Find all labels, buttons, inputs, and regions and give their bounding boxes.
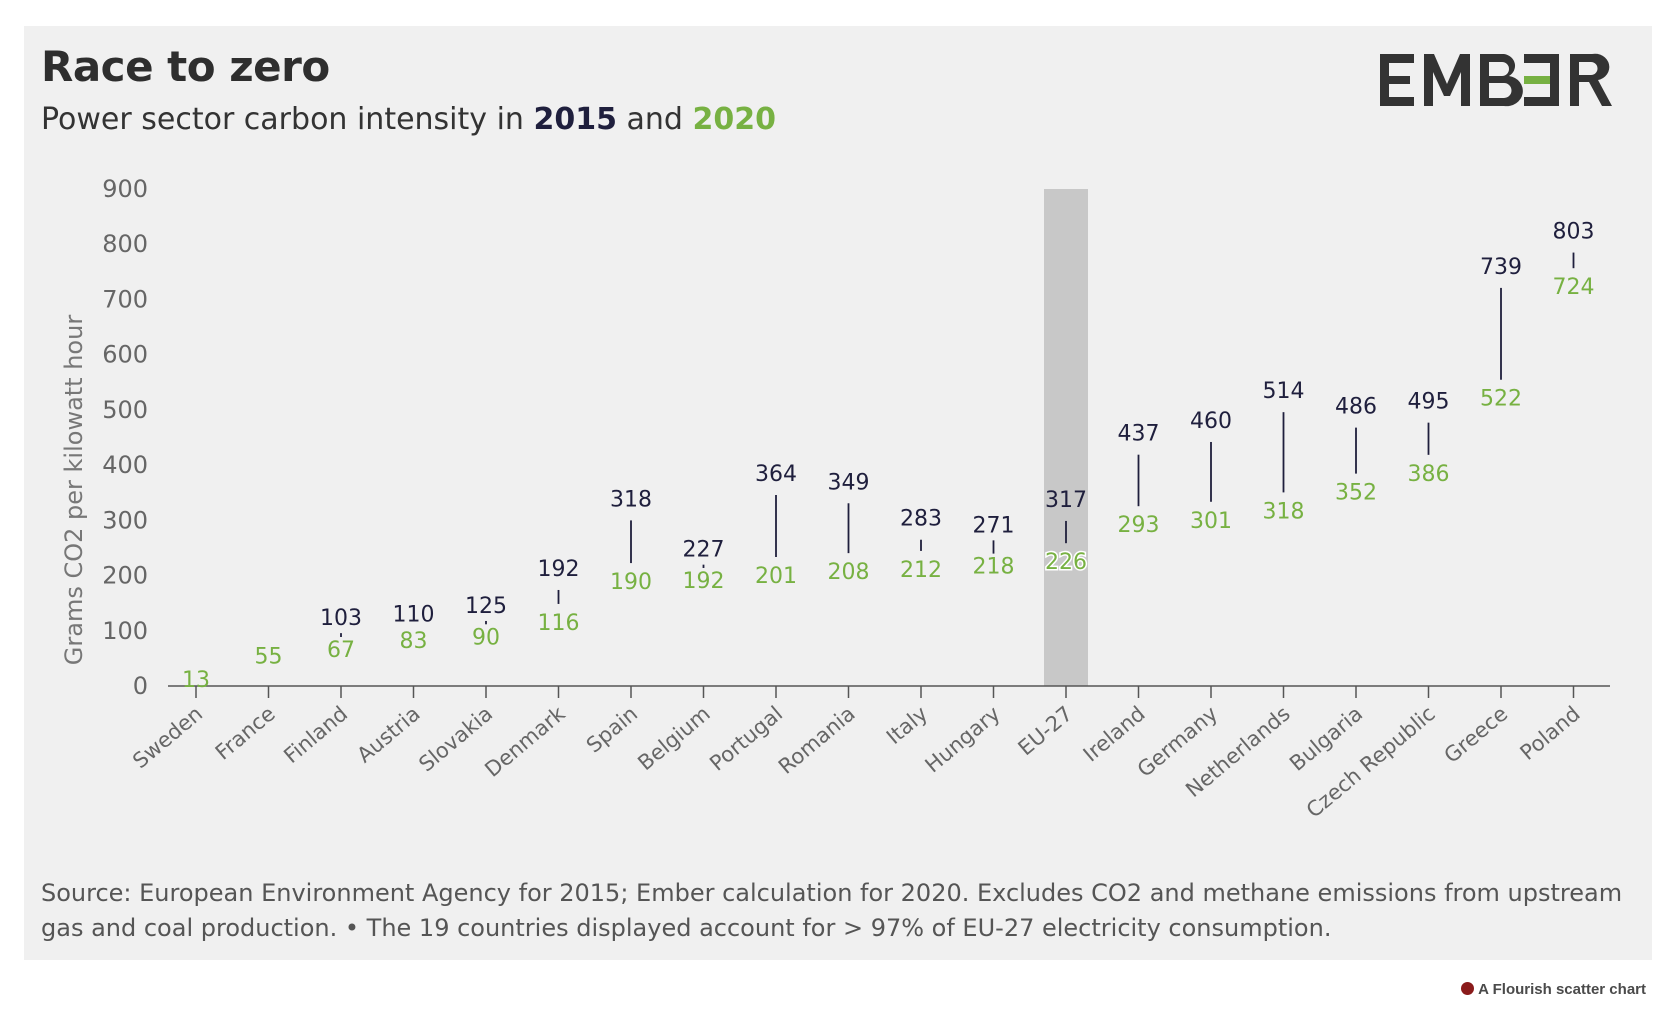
x-tick-label: Ireland: [1079, 701, 1150, 766]
point-label-2015: 110: [393, 602, 435, 627]
point-label-2020: 13: [182, 668, 210, 693]
x-tick-label: Poland: [1516, 701, 1585, 764]
y-tick-label: 0: [133, 672, 148, 700]
x-tick-label: Czech Republic: [1302, 701, 1440, 822]
subtitle-prefix: Power sector carbon intensity in: [41, 102, 524, 137]
x-tick-label: EU-27: [1014, 701, 1078, 760]
flourish-credit-text: A Flourish scatter chart: [1478, 981, 1646, 998]
point-label-2020: 301: [1190, 509, 1232, 534]
point-label-2015: 460: [1190, 409, 1232, 434]
point-label-2020: 55: [255, 645, 283, 670]
chart-title: Race to zero: [41, 42, 330, 91]
x-tick-label: Spain: [582, 701, 642, 757]
point-label-2020: 318: [1263, 499, 1305, 524]
x-tick-label: Hungary: [921, 701, 1005, 777]
point-label-2020: 201: [755, 564, 797, 589]
x-tick-label: Sweden: [128, 701, 207, 773]
x-tick-label: Romania: [774, 701, 860, 778]
source-note: Source: European Environment Agency for …: [41, 879, 1623, 942]
subtitle-year-2015: 2015: [533, 102, 617, 137]
y-axis-title: Grams CO2 per kilowatt hour: [60, 315, 88, 666]
x-tick-label: Belgium: [633, 701, 714, 775]
subtitle-year-2020: 2020: [692, 102, 777, 137]
chart-subtitle: Power sector carbon intensity in 2015 an…: [41, 102, 776, 137]
point-label-2015: 192: [538, 557, 580, 582]
point-label-2020: 83: [400, 629, 428, 654]
ember-logo[interactable]: [1380, 50, 1616, 110]
point-label-2020: 226: [1045, 550, 1087, 575]
y-tick-label: 800: [102, 230, 148, 258]
y-tick-label: 700: [102, 285, 148, 313]
point-label-2020: 116: [538, 611, 580, 636]
subtitle-and: and: [626, 102, 683, 137]
y-tick-label: 400: [102, 451, 148, 479]
flourish-icon: [1461, 982, 1475, 995]
y-tick-label: 900: [102, 175, 148, 203]
point-label-2020: 190: [610, 570, 652, 595]
point-label-2020: 522: [1480, 387, 1522, 412]
point-label-2020: 212: [900, 558, 942, 583]
y-tick-label: 600: [102, 341, 148, 369]
point-label-2015: 739: [1480, 255, 1522, 280]
point-label-2020: 90: [472, 625, 500, 650]
x-tick-label: Greece: [1440, 701, 1513, 767]
point-label-2015: 271: [973, 513, 1015, 538]
point-label-2015: 317: [1045, 488, 1087, 513]
point-label-2020: 293: [1118, 513, 1160, 538]
point-label-2020: 724: [1553, 275, 1595, 300]
y-tick-label: 500: [102, 396, 148, 424]
chart-card: [24, 26, 1652, 960]
point-label-2015: 283: [900, 507, 942, 532]
x-tick-label: Denmark: [480, 701, 570, 782]
point-label-2020: 386: [1408, 462, 1450, 487]
point-label-2015: 227: [683, 538, 725, 563]
point-label-2015: 495: [1408, 390, 1450, 415]
x-tick-label: Finland: [279, 701, 352, 768]
point-label-2015: 349: [828, 470, 870, 495]
point-label-2020: 192: [683, 569, 725, 594]
point-label-2015: 103: [320, 606, 362, 631]
point-label-2020: 352: [1335, 481, 1377, 506]
point-label-2015: 803: [1553, 220, 1595, 245]
x-tick-label: Portugal: [705, 701, 787, 775]
point-label-2015: 125: [465, 594, 507, 619]
point-label-2020: 208: [828, 560, 870, 585]
point-label-2015: 514: [1263, 379, 1305, 404]
point-label-2015: 318: [610, 487, 652, 512]
point-label-2015: 486: [1335, 395, 1377, 420]
y-tick-label: 200: [102, 562, 148, 590]
point-label-2015: 437: [1118, 422, 1160, 447]
y-tick-label: 300: [102, 506, 148, 534]
x-tick-label: Italy: [882, 701, 932, 749]
flourish-credit[interactable]: A Flourish scatter chart: [1461, 981, 1646, 998]
point-label-2020: 218: [973, 555, 1015, 580]
point-label-2020: 67: [327, 638, 355, 663]
point-label-2015: 364: [755, 462, 797, 487]
highlight-band-eu27: [1044, 189, 1088, 686]
x-tick-label: France: [211, 701, 280, 764]
y-tick-label: 100: [102, 617, 148, 645]
